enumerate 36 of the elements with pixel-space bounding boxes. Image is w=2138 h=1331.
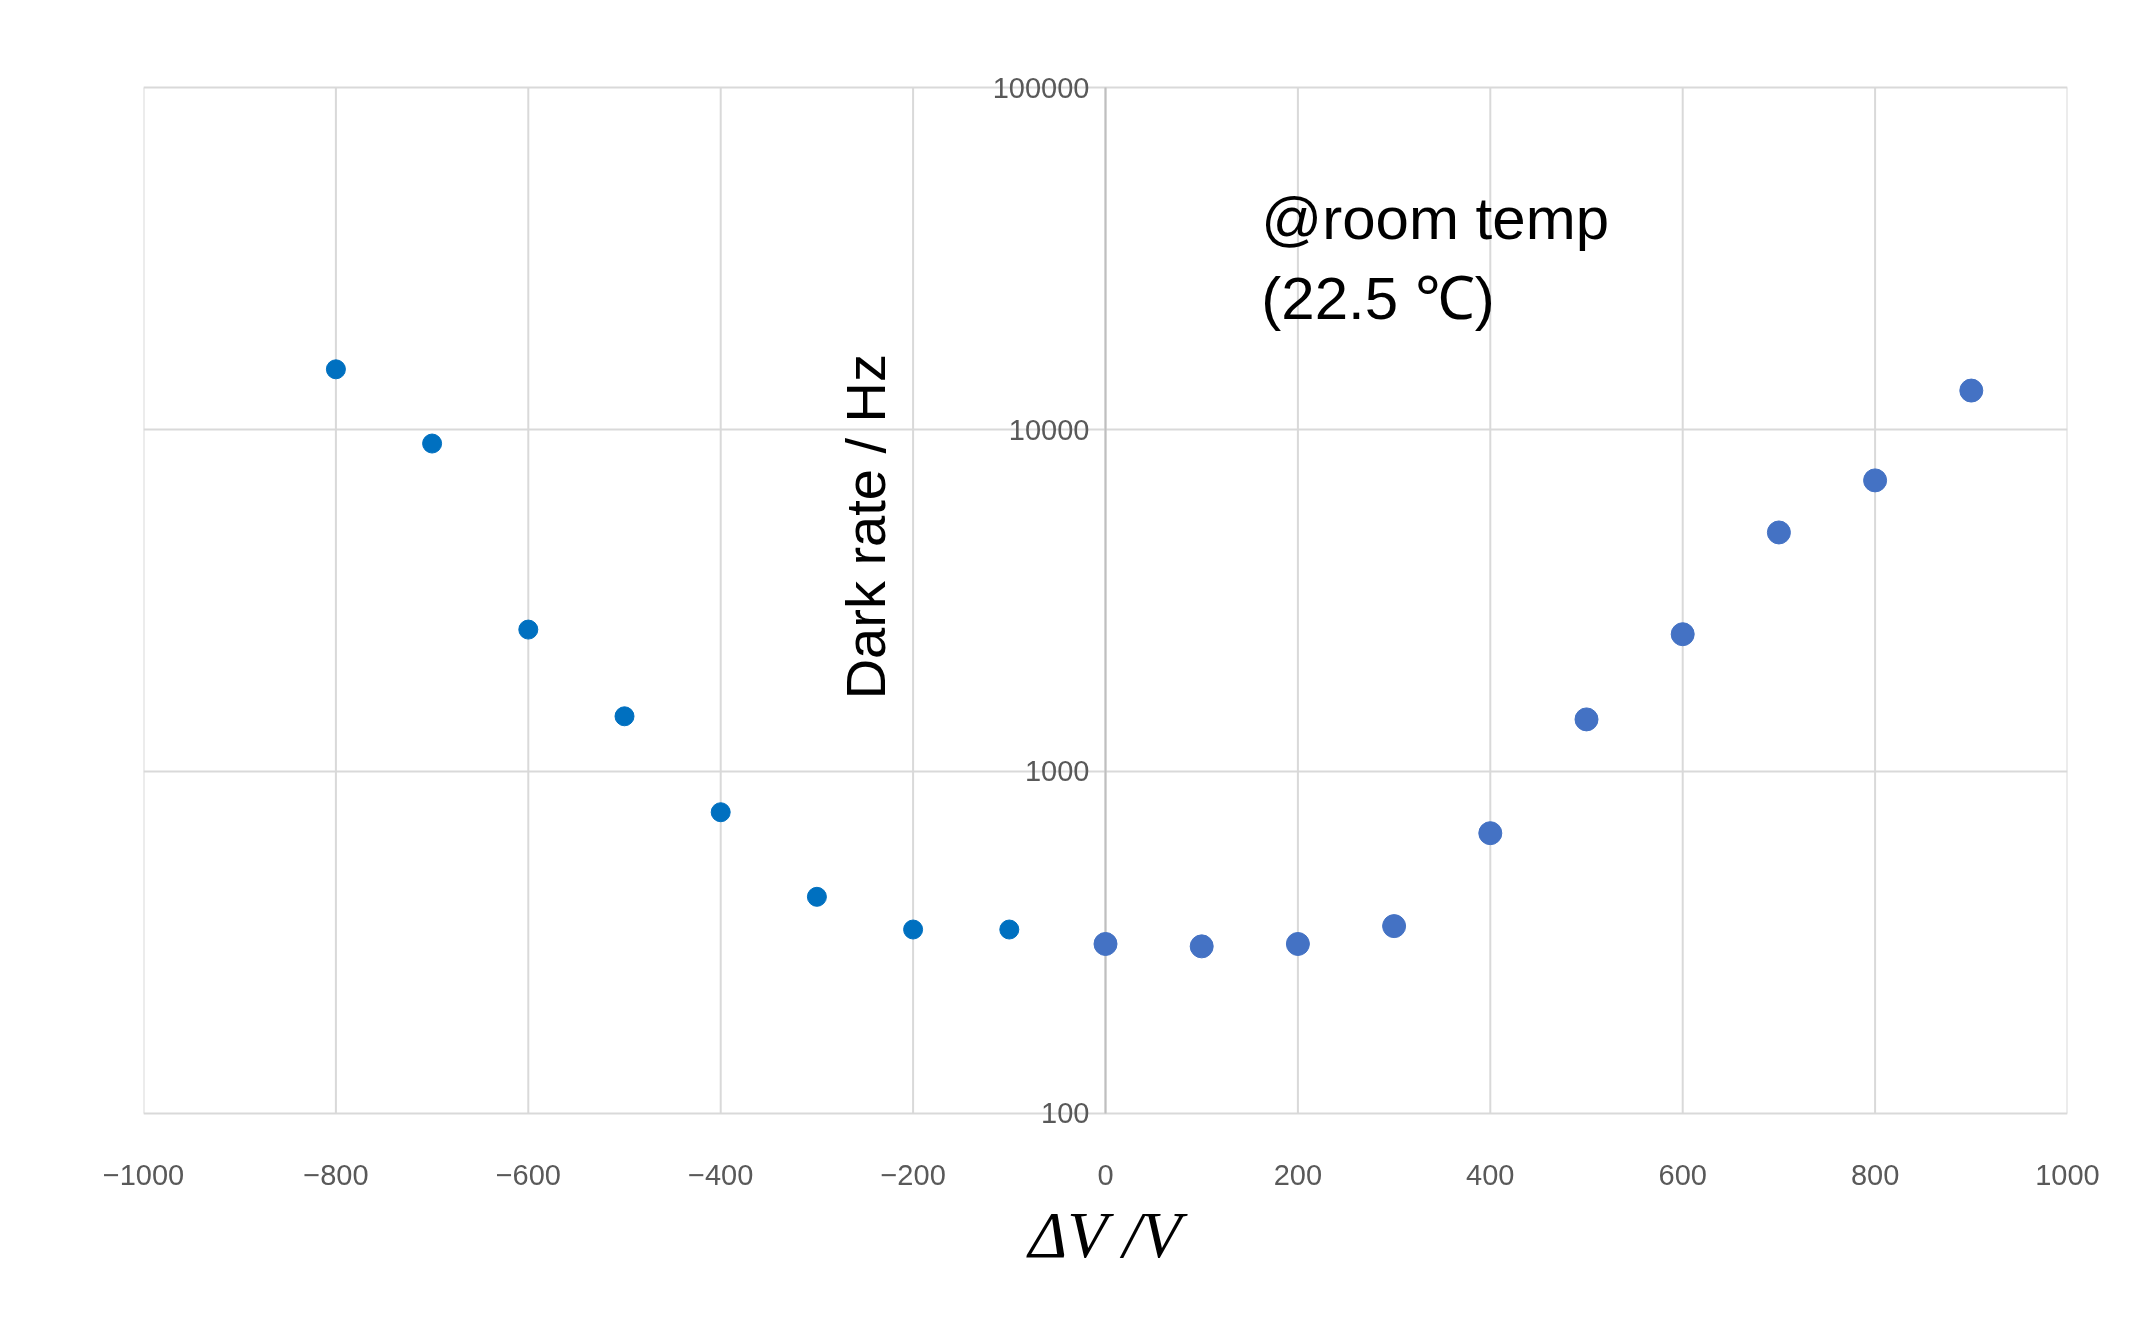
x-tick-label: −600 bbox=[495, 1158, 561, 1191]
point bbox=[903, 919, 924, 940]
x-tick-label: 200 bbox=[1273, 1158, 1323, 1191]
x-axis-title: ΔV /V bbox=[1025, 1197, 1189, 1271]
point bbox=[614, 706, 635, 727]
y-axis-title: Dark rate / Hz bbox=[833, 353, 897, 700]
point bbox=[1670, 622, 1695, 647]
y-tick-label: 1000 bbox=[1024, 755, 1090, 788]
y-tick-label: 100 bbox=[1041, 1097, 1090, 1130]
x-tick-label: 0 bbox=[1097, 1158, 1114, 1191]
point bbox=[999, 919, 1020, 940]
x-tick-label: −400 bbox=[688, 1158, 754, 1191]
point bbox=[806, 886, 827, 907]
point bbox=[1959, 378, 1984, 403]
point bbox=[1285, 932, 1310, 956]
y-tick-label: 10000 bbox=[1008, 413, 1090, 446]
y-tick-label: 100000 bbox=[992, 71, 1090, 104]
point bbox=[1478, 821, 1503, 846]
x-tick-label: 800 bbox=[1850, 1158, 1900, 1191]
point bbox=[1382, 914, 1407, 939]
point bbox=[1863, 468, 1888, 493]
point bbox=[518, 619, 539, 640]
point bbox=[1574, 707, 1599, 732]
x-tick-label: −200 bbox=[880, 1158, 946, 1191]
x-tick-label: 600 bbox=[1658, 1158, 1707, 1191]
point bbox=[422, 433, 443, 454]
x-tick-label: −1000 bbox=[102, 1158, 185, 1191]
x-tick-label: 400 bbox=[1466, 1158, 1515, 1191]
point bbox=[710, 802, 731, 823]
annotation: @room temp (22.5 ℃) bbox=[1261, 184, 1610, 333]
point bbox=[1766, 520, 1791, 545]
x-tick-label: 1000 bbox=[2035, 1158, 2100, 1191]
x-tick-label: −800 bbox=[303, 1158, 369, 1191]
point bbox=[1093, 932, 1118, 956]
point bbox=[1189, 934, 1214, 959]
point bbox=[325, 359, 346, 380]
